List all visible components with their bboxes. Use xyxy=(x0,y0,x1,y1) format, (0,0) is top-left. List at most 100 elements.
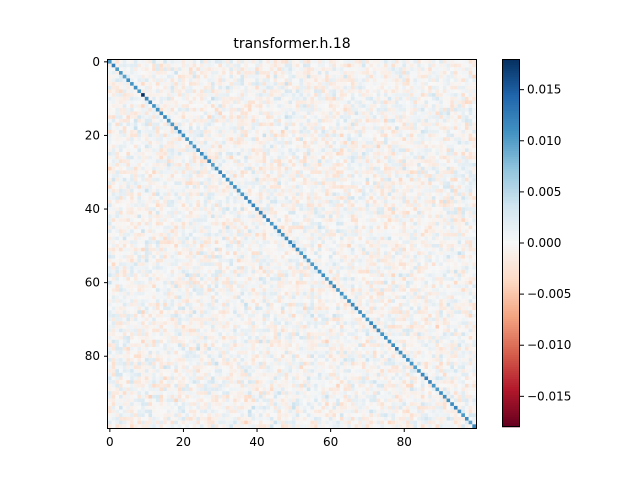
chart-title: transformer.h.18 xyxy=(233,36,350,52)
heatmap-cell xyxy=(424,159,429,164)
heatmap-cell xyxy=(284,229,289,234)
heatmap-cell xyxy=(303,236,307,241)
heatmap-cell xyxy=(395,111,399,116)
heatmap-cell xyxy=(137,71,142,75)
heatmap-cell xyxy=(317,96,322,101)
heatmap-cell xyxy=(431,210,436,215)
heatmap-cell xyxy=(111,177,116,182)
heatmap-cell xyxy=(130,188,134,193)
heatmap-cell xyxy=(347,188,351,193)
heatmap-cell xyxy=(413,60,418,64)
heatmap-cell xyxy=(336,82,340,86)
heatmap-cell xyxy=(332,67,337,72)
heatmap-cell xyxy=(177,159,182,164)
heatmap-cell xyxy=(115,144,120,149)
heatmap-cell xyxy=(236,67,241,72)
heatmap-cell xyxy=(111,111,116,116)
heatmap-cell xyxy=(317,177,322,182)
heatmap-cell xyxy=(395,170,399,175)
heatmap-cell xyxy=(288,104,293,108)
heatmap-cell xyxy=(446,181,451,186)
heatmap-cell xyxy=(211,148,215,153)
heatmap-cell xyxy=(214,74,219,79)
heatmap-cell xyxy=(144,221,149,226)
heatmap-cell xyxy=(255,152,259,156)
heatmap-cell xyxy=(295,115,300,119)
heatmap-cell xyxy=(141,221,145,226)
heatmap-cell xyxy=(218,96,223,101)
heatmap-cell xyxy=(122,148,127,153)
heatmap-cell xyxy=(409,63,414,68)
heatmap-cell xyxy=(398,188,403,193)
heatmap-cell xyxy=(247,174,252,178)
heatmap-cell xyxy=(133,199,138,204)
heatmap-cell xyxy=(446,225,451,230)
heatmap-cell xyxy=(299,192,304,197)
heatmap-cell xyxy=(384,129,388,134)
heatmap-cell xyxy=(203,122,208,127)
heatmap-cell xyxy=(240,60,245,64)
heatmap-cell xyxy=(339,185,344,189)
heatmap-cell xyxy=(277,133,282,138)
heatmap-cell xyxy=(387,118,392,123)
heatmap-cell xyxy=(339,60,344,64)
heatmap-cell xyxy=(115,229,120,234)
heatmap-cell xyxy=(450,111,454,116)
heatmap-cell xyxy=(332,221,337,226)
heatmap-cell xyxy=(288,174,293,178)
heatmap-cell xyxy=(339,115,344,119)
heatmap-cell xyxy=(277,82,282,86)
heatmap-cell xyxy=(126,225,131,230)
heatmap-cell xyxy=(280,137,285,142)
heatmap-cell xyxy=(166,159,171,164)
heatmap-cell xyxy=(266,181,270,186)
heatmap-cell xyxy=(413,133,418,138)
heatmap-cell xyxy=(314,93,318,97)
heatmap-cell xyxy=(277,100,282,105)
heatmap-cell xyxy=(398,104,403,108)
heatmap-cell xyxy=(395,159,399,164)
heatmap-cell xyxy=(111,210,116,215)
heatmap-cell xyxy=(406,177,410,182)
heatmap-cell xyxy=(174,100,178,105)
heatmap-cell xyxy=(376,163,381,167)
heatmap-cell xyxy=(453,177,458,182)
heatmap-cell xyxy=(273,85,278,90)
heatmap-cell xyxy=(328,240,333,245)
heatmap-cell xyxy=(166,107,171,112)
heatmap-cell xyxy=(192,196,197,200)
heatmap-cell xyxy=(431,148,436,153)
heatmap-cell xyxy=(159,129,164,134)
heatmap-cell xyxy=(439,111,443,116)
heatmap-cell xyxy=(402,236,407,241)
heatmap-cell xyxy=(461,155,466,160)
heatmap-cell xyxy=(236,232,241,237)
heatmap-cell xyxy=(229,163,234,167)
heatmap-cell xyxy=(461,229,466,234)
heatmap-cell xyxy=(273,163,278,167)
heatmap-cell xyxy=(350,214,355,219)
heatmap-cell xyxy=(255,181,259,186)
heatmap-cell xyxy=(218,133,223,138)
heatmap-cell xyxy=(442,203,447,208)
heatmap-cell xyxy=(321,181,326,186)
heatmap-cell xyxy=(413,159,418,164)
heatmap-cell xyxy=(222,137,226,142)
heatmap-cell xyxy=(196,203,201,208)
heatmap-cell xyxy=(380,107,385,112)
heatmap-cell xyxy=(450,166,454,171)
heatmap-cell xyxy=(159,126,164,130)
heatmap-cell xyxy=(339,137,344,142)
heatmap-cell xyxy=(439,115,443,119)
heatmap-cell xyxy=(218,100,223,105)
heatmap-cell xyxy=(384,181,388,186)
heatmap-cell xyxy=(439,126,443,130)
heatmap-cell xyxy=(384,240,388,245)
heatmap-cell xyxy=(350,152,355,156)
heatmap-cell xyxy=(240,203,245,208)
heatmap-cell xyxy=(177,115,182,119)
heatmap-cell xyxy=(214,89,219,94)
heatmap-cell xyxy=(317,236,322,241)
heatmap-cell xyxy=(214,214,219,219)
heatmap-cell xyxy=(339,170,344,175)
